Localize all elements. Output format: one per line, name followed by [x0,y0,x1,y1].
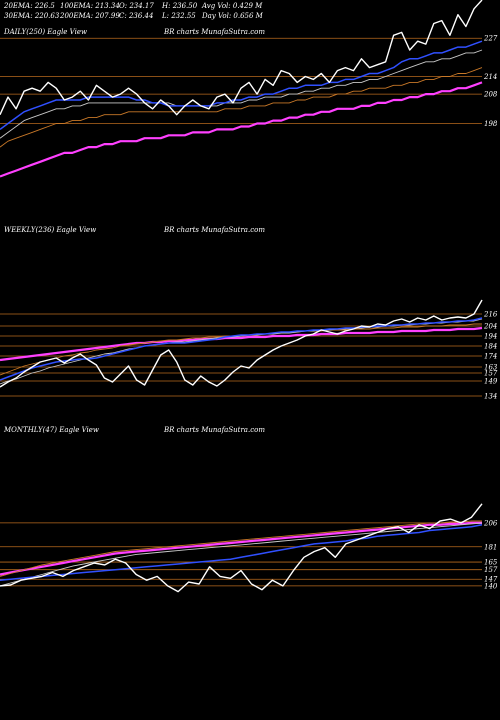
weekly-watermark: BR charts MunafaSutra.com [164,226,265,234]
weekly-ema-long-series [0,326,483,362]
weekly-axis-label: 134 [484,393,497,401]
monthly-axis-label: 165 [484,559,498,567]
weekly-axis-label: 216 [483,311,498,319]
header-avg-vol: Avg Vol: 0.429 M [202,2,263,10]
weekly-axis-label: 149 [484,378,498,386]
weekly-ema-fast-series [0,317,483,381]
weekly-axis-label: 163 [484,364,498,372]
header-ema200: 200EMA: 207.99 [60,12,120,20]
header-low: L: 232.55 [162,12,196,20]
monthly-watermark: BR charts MunafaSutra.com [164,426,265,434]
daily-axis-label: 227 [483,35,498,43]
daily-axis-label: 198 [484,120,498,128]
daily-panel-title: DAILY(250) Eagle View [4,28,87,36]
weekly-axis-label: 157 [484,370,498,378]
daily-panel: 227 214 208 198 [0,0,498,178]
header-day-vol: Day Vol: 0.656 M [202,12,263,20]
header-ema100: 100EMA: 213.34 [60,2,120,10]
monthly-ema-mid-series [0,522,483,587]
daily-ema-long-series [0,81,483,178]
weekly-axis-label: 174 [484,353,497,361]
monthly-ema-fast-series [0,524,483,581]
header-open: O: 234.17 [119,2,154,10]
monthly-ema-slow-series [0,520,482,577]
daily-ema-slow-series [0,67,483,148]
monthly-ema-long-series [0,521,482,576]
header-high: H: 236.50 [162,2,198,10]
daily-price-series [0,0,483,116]
monthly-panel-title: MONTHLY(47) Eagle View [4,426,99,434]
weekly-axis-label: 204 [483,323,497,331]
weekly-axis-label: 194 [484,333,497,341]
daily-axis-label: 214 [483,73,497,81]
daily-ema-fast-series [0,40,483,131]
header-ema20: 20EMA: 226.5 [4,2,55,10]
weekly-axis-label: 184 [484,343,497,351]
weekly-price-series [0,299,483,388]
monthly-axis-label: 181 [484,543,497,551]
monthly-price-series [0,503,483,593]
monthly-axis-label: 206 [483,519,498,527]
header-ema30: 30EMA: 220.63 [4,12,60,20]
header-close: C: 236.44 [119,12,154,20]
monthly-axis-label: 147 [484,576,498,584]
monthly-axis-label: 157 [484,566,498,574]
daily-axis-label: 208 [483,91,498,99]
weekly-panel-title: WEEKLY(236) Eagle View [4,226,97,234]
daily-ema-mid-series [0,49,483,139]
daily-watermark: BR charts MunafaSutra.com [164,28,265,36]
monthly-axis-label: 140 [484,582,498,590]
